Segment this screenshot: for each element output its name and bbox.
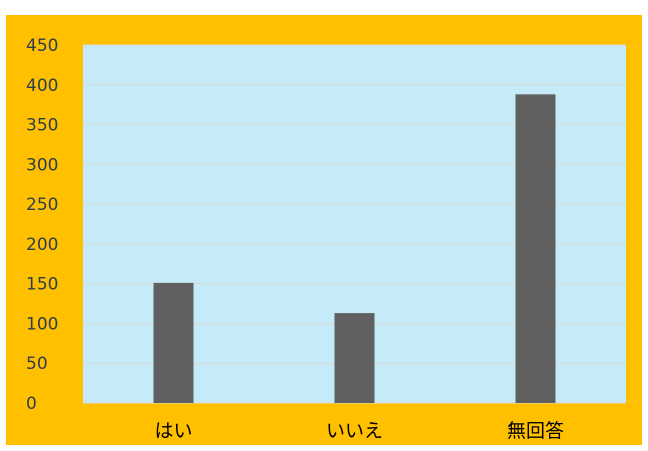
bars xyxy=(153,94,556,403)
y-tick-label: 150 xyxy=(26,275,58,295)
y-tick-label: 450 xyxy=(26,36,58,56)
bar-3 xyxy=(515,94,556,403)
y-tick-label: 50 xyxy=(26,354,48,374)
x-category-label: いいえ xyxy=(326,420,383,442)
x-category-label: 無回答 xyxy=(507,420,564,442)
y-tick-label: 400 xyxy=(26,76,58,96)
y-tick-label: 300 xyxy=(26,155,58,175)
y-tick-label: 0 xyxy=(26,394,37,414)
y-axis-ticks: 0 50 100 150 200 250 300 350 400 450 xyxy=(26,36,58,414)
x-axis-categories: はい いいえ 無回答 xyxy=(154,420,564,442)
y-tick-label: 350 xyxy=(26,116,58,136)
y-tick-label: 250 xyxy=(26,195,58,215)
bar-1 xyxy=(153,282,194,403)
y-tick-label: 200 xyxy=(26,235,58,255)
y-tick-label: 100 xyxy=(26,314,58,334)
bar-2 xyxy=(334,313,375,403)
x-category-label: はい xyxy=(154,420,192,442)
